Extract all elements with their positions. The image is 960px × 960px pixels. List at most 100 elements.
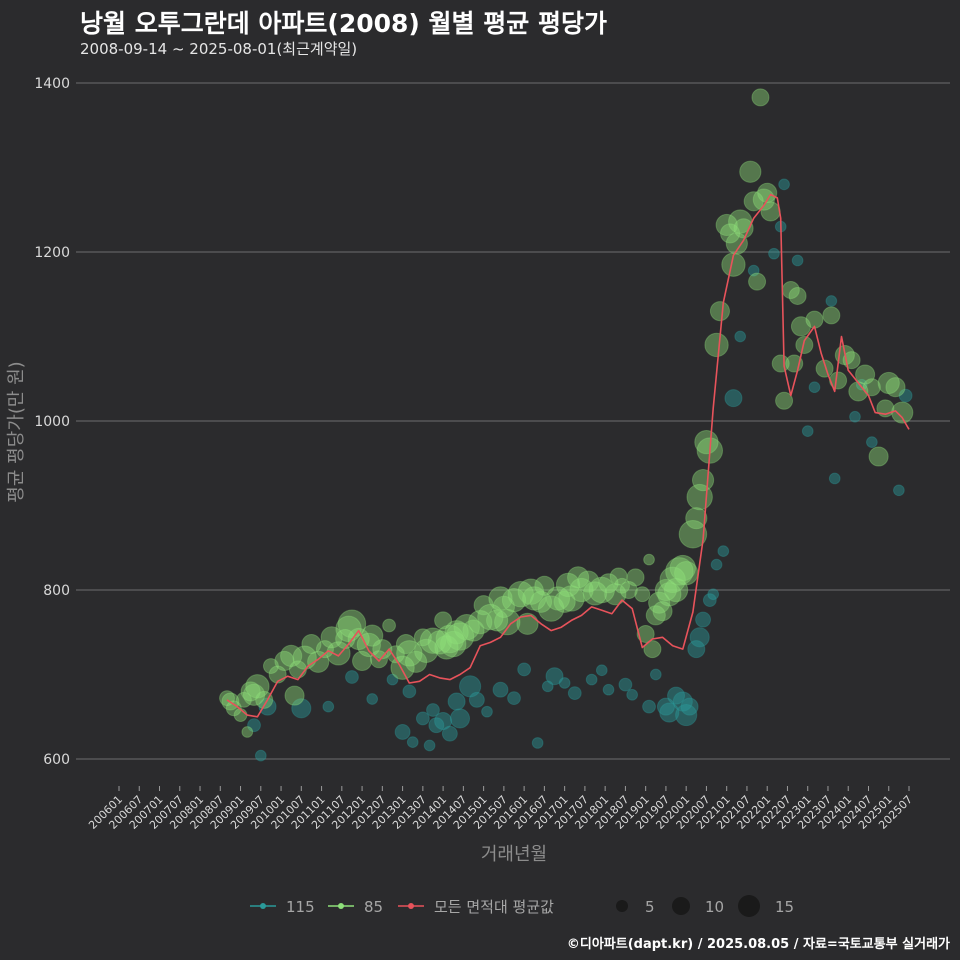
series-85-point	[517, 578, 545, 605]
y-tick-label: 600	[43, 752, 70, 768]
series-85-point	[665, 557, 694, 586]
series-85-point	[609, 567, 628, 586]
series-85-point	[598, 573, 619, 594]
series-115-point	[707, 588, 720, 601]
series-115-point	[449, 708, 471, 729]
series-85-point	[691, 469, 715, 492]
series-115-point	[258, 697, 277, 716]
series-85-point	[577, 570, 600, 593]
series-115-point	[855, 378, 868, 391]
series-85-point	[307, 650, 330, 673]
series-85-point	[614, 577, 630, 594]
series-85-point	[743, 191, 764, 212]
series-115-point	[567, 686, 582, 700]
series-115-point	[558, 677, 571, 689]
series-85-point	[301, 634, 322, 655]
series-85-point	[674, 560, 699, 586]
series-85-point	[462, 619, 485, 642]
legend: 115 85 모든 면적대 평균값 5 10 15	[250, 895, 794, 917]
series-85-point	[386, 645, 405, 664]
series-115-point	[386, 673, 399, 686]
series-115-point	[415, 711, 430, 726]
series-115-point	[531, 737, 544, 749]
series-115-point	[680, 697, 699, 716]
series-115-point	[459, 675, 482, 698]
series-115-point	[254, 749, 267, 762]
series-85-point	[241, 726, 254, 738]
series-115-point	[702, 593, 717, 608]
series-85-point	[891, 401, 914, 424]
legend-115-label: 115	[286, 898, 315, 916]
series-85-point	[752, 188, 775, 211]
series-85-point	[473, 595, 494, 616]
series-85-point	[274, 650, 295, 672]
series-115-point	[481, 705, 493, 718]
legend-115-marker	[260, 903, 266, 909]
series-115-point	[394, 724, 411, 740]
series-85-point	[352, 650, 373, 672]
series-115-point	[667, 686, 686, 705]
series-85-point	[545, 586, 571, 611]
series-85-point	[709, 301, 730, 322]
series-115-point	[402, 684, 417, 699]
series-85-point	[805, 310, 824, 329]
series-115-point	[734, 330, 747, 343]
y-tick-label: 1000	[34, 414, 70, 430]
series-85-point	[315, 640, 334, 659]
series-115-point	[893, 484, 905, 497]
series-115-point	[768, 247, 780, 260]
series-115-point	[642, 699, 656, 714]
series-115-point	[447, 692, 466, 711]
y-tick-label: 1400	[34, 76, 70, 92]
series-115-point	[602, 683, 615, 696]
series-85-point	[694, 429, 719, 455]
series-115-point	[441, 725, 458, 742]
series-85-point	[775, 391, 794, 410]
series-85-point	[486, 609, 509, 632]
legend-avg-label: 모든 면적대 평균값	[434, 898, 554, 916]
x-axis-title: 거래년월	[481, 844, 547, 865]
series-115-point	[675, 703, 698, 727]
series-85-point	[815, 359, 834, 378]
series-85-point	[721, 252, 746, 277]
series-85-point	[529, 590, 553, 613]
series-85-point	[453, 613, 480, 641]
series-85-point	[320, 626, 343, 649]
series-115-point	[468, 691, 485, 708]
series-85-point	[652, 601, 673, 622]
series-115-point	[492, 681, 509, 698]
series-115-point	[808, 381, 821, 394]
series-85-point	[669, 554, 697, 582]
series-85-point	[240, 681, 261, 702]
series-85-point	[492, 595, 515, 619]
series-85-point	[534, 575, 555, 596]
chart-subtitle: 2008-09-14 ~ 2025-08-01(최근계약일)	[80, 40, 358, 58]
series-85-point	[382, 618, 396, 633]
series-115-point	[687, 640, 706, 659]
legend-size-15-marker	[738, 895, 760, 917]
series-85-point	[634, 586, 651, 603]
series-115-point	[406, 736, 419, 748]
series-85-point	[885, 377, 906, 398]
average-price-line	[226, 193, 910, 718]
series-115-point	[649, 668, 662, 681]
series-85-point	[555, 572, 581, 598]
series-85-point	[604, 583, 627, 606]
series-85-point	[659, 566, 686, 594]
legend-size-5-marker	[616, 900, 628, 912]
series-85-point	[414, 638, 439, 663]
series-115-points	[247, 178, 913, 762]
series-85-point	[654, 578, 678, 602]
series-115-point	[618, 677, 633, 692]
series-85-point	[588, 576, 615, 604]
series-85-point	[567, 566, 590, 589]
series-115-point	[689, 627, 710, 648]
series-115-point	[791, 254, 804, 267]
series-85-point	[795, 335, 814, 354]
series-115-point	[595, 664, 608, 677]
series-85-point	[626, 568, 645, 587]
legend-size-10-label: 10	[705, 898, 724, 916]
legend-85-label: 85	[364, 898, 383, 916]
series-115-point	[507, 691, 521, 706]
series-115-point	[695, 611, 712, 628]
